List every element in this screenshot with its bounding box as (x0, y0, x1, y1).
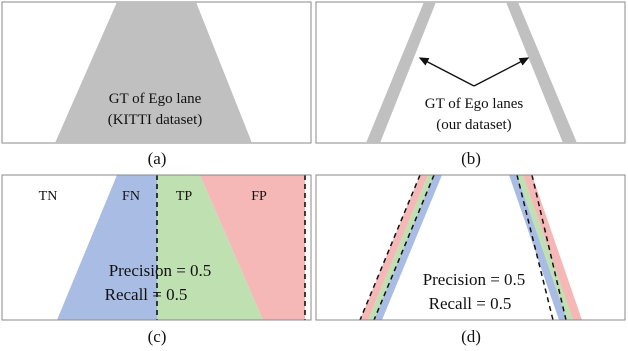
panel-c-caption: (c) (148, 327, 167, 346)
panel-d: Precision = 0.5 Recall = 0.5 (d) (315, 174, 626, 346)
label-fn: FN (122, 189, 140, 204)
panel-a-annotation-line2: (KITTI dataset) (108, 112, 203, 128)
right-lane-tp-stripe (517, 175, 573, 320)
left-lane-fp-stripe (360, 175, 428, 320)
true-positive-region (157, 175, 263, 320)
arrow-left (418, 57, 475, 87)
ego-lane-left-boundary (366, 2, 436, 143)
panel-a: GT of Ego lane (KITTI dataset) (a) (1, 1, 312, 168)
left-pred-inner (373, 175, 435, 320)
ego-lane-gt-region (55, 2, 252, 143)
panel-d-recall: Recall = 0.5 (429, 294, 512, 313)
label-tn: TN (39, 189, 58, 204)
label-fp: FP (251, 189, 267, 204)
panel-c-recall: Recall = 0.5 (105, 285, 188, 304)
panel-b-frame (315, 1, 626, 144)
ego-lane-right-boundary (506, 2, 577, 143)
panel-d-caption: (d) (461, 327, 481, 346)
panel-d-frame (315, 174, 626, 321)
panel-c: TN FN TP FP Precision = 0.5 Recall = 0.5… (1, 174, 312, 346)
right-lane-fn-stripe (509, 175, 567, 320)
panel-b-annotation-line1: GT of Ego lanes (425, 96, 524, 112)
right-pred-inner (516, 175, 554, 320)
panel-b: GT of Ego lanes (our dataset) (b) (315, 1, 626, 168)
panel-b-caption: (b) (461, 149, 481, 168)
false-negative-region (57, 175, 157, 320)
panel-c-frame (1, 174, 312, 321)
panel-d-precision: Precision = 0.5 (423, 270, 526, 289)
panel-a-caption: (a) (148, 149, 167, 168)
left-lane-fn-stripe (374, 175, 442, 320)
panel-b-annotation-line2: (our dataset) (436, 117, 511, 133)
right-pred-outer (531, 175, 567, 320)
false-positive-region (200, 175, 305, 320)
left-pred-outer (359, 175, 421, 320)
left-lane-tp-stripe (368, 175, 434, 320)
panel-a-annotation-line1: GT of Ego lane (109, 91, 202, 107)
right-lane-fp-stripe (523, 175, 582, 320)
label-tp: TP (176, 189, 193, 204)
panel-c-precision: Precision = 0.5 (109, 261, 212, 280)
arrow-right (473, 57, 530, 87)
